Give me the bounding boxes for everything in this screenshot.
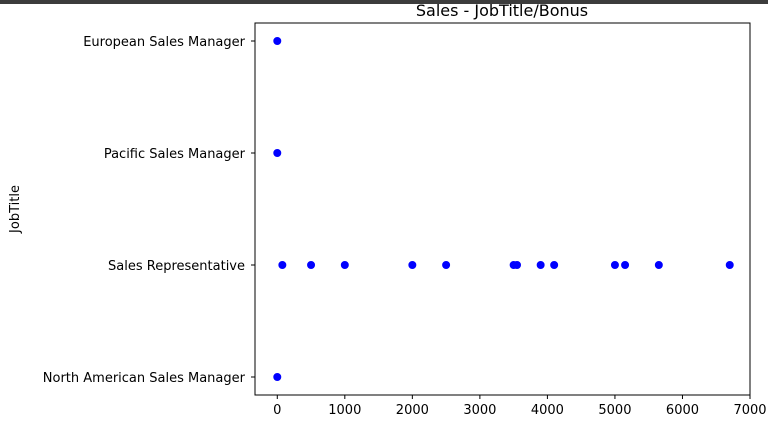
scatter-point xyxy=(307,261,316,269)
scatter-point xyxy=(610,261,619,269)
scatter-point xyxy=(725,261,734,269)
y-axis-label: JobTitle xyxy=(8,185,23,234)
x-tick-label: 2000 xyxy=(396,403,429,418)
x-tick-label: 1000 xyxy=(328,403,361,418)
x-tick-label: 6000 xyxy=(666,403,699,418)
scatter-point xyxy=(550,261,559,269)
chart-title: Sales - JobTitle/Bonus xyxy=(416,1,588,20)
window-top-bar xyxy=(0,0,768,4)
y-tick-label: Pacific Sales Manager xyxy=(104,147,246,162)
scatter-point xyxy=(654,261,663,269)
plot-area xyxy=(254,22,751,396)
data-points xyxy=(273,37,734,381)
y-axis: European Sales Manager Pacific Sales Mana… xyxy=(43,35,255,386)
x-tick-label: 3000 xyxy=(463,403,496,418)
x-tick-label: 0 xyxy=(273,403,281,418)
scatter-point xyxy=(273,373,282,381)
x-axis: 0 1000 2000 3000 4000 5000 6000 7000 xyxy=(273,395,767,418)
x-tick-label: 5000 xyxy=(598,403,631,418)
y-tick-label: Sales Representative xyxy=(108,259,245,274)
scatter-point xyxy=(442,261,451,269)
scatter-point xyxy=(536,261,545,269)
scatter-point xyxy=(273,37,282,45)
scatter-point xyxy=(408,261,417,269)
x-tick-label: 7000 xyxy=(733,403,766,418)
scatter-point xyxy=(340,261,349,269)
y-tick-label: European Sales Manager xyxy=(83,35,245,50)
x-tick-label: 4000 xyxy=(531,403,564,418)
scatter-point xyxy=(513,261,522,269)
scatter-point xyxy=(278,261,287,269)
scatter-point xyxy=(621,261,630,269)
scatter-point xyxy=(273,149,282,157)
y-tick-label: North American Sales Manager xyxy=(43,371,246,386)
